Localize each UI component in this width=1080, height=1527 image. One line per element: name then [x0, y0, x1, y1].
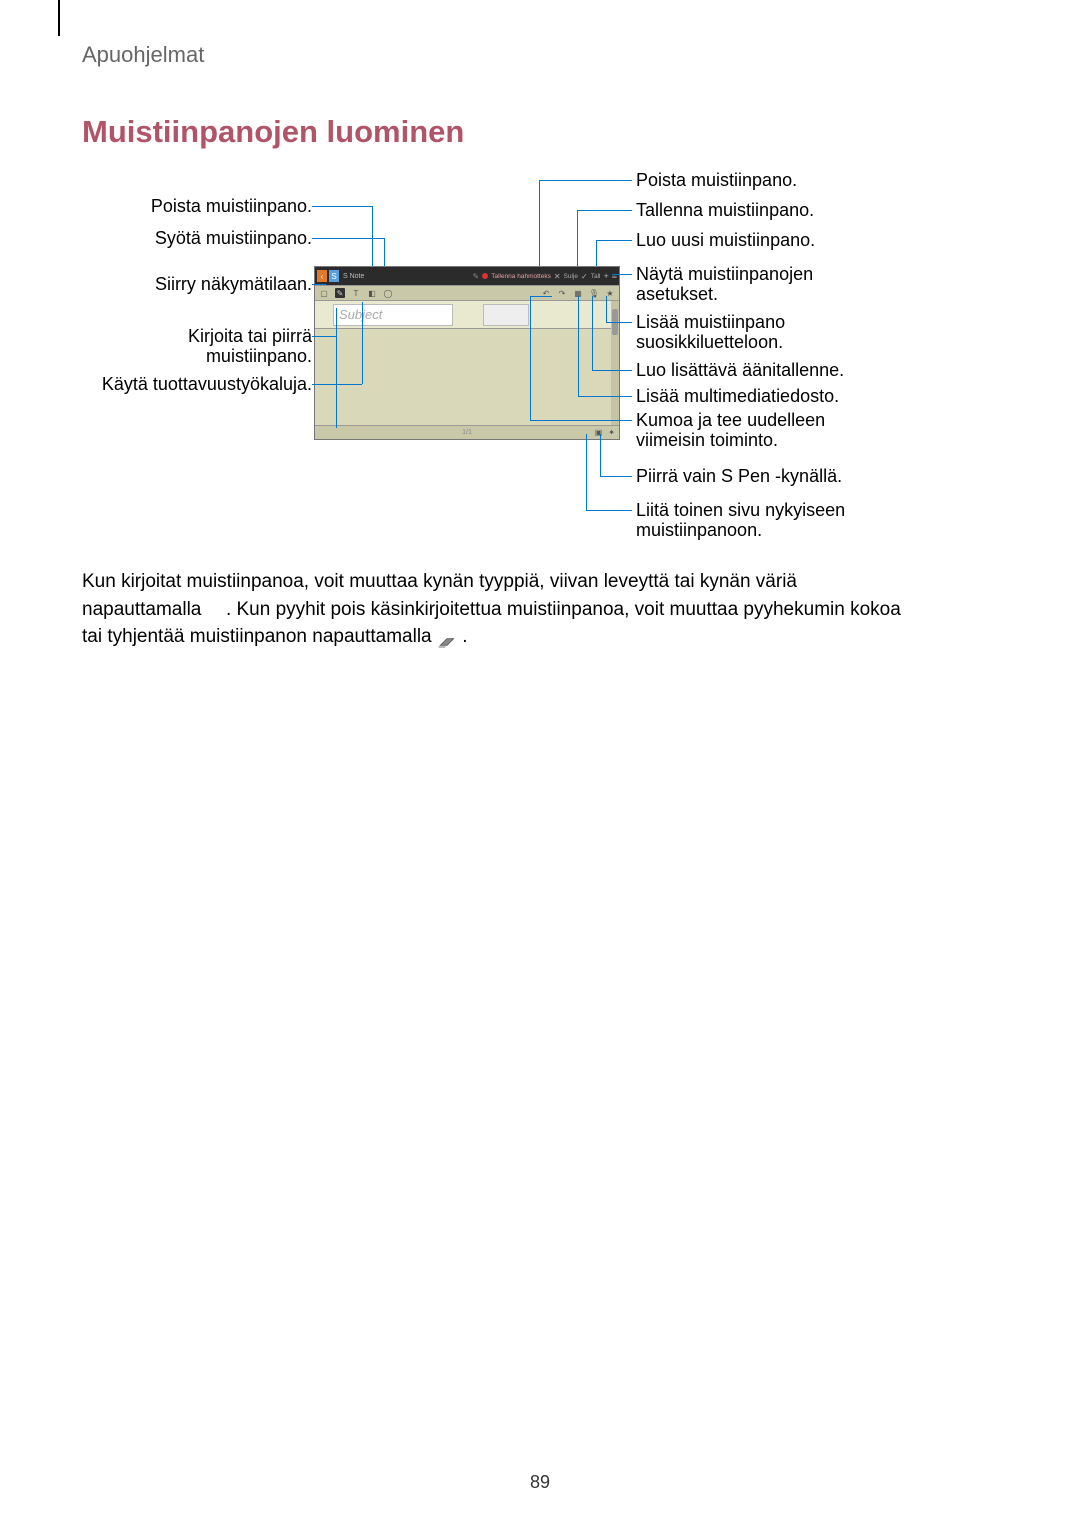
line — [578, 296, 579, 396]
callout-write-draw-a: Kirjoita tai piirrä — [188, 326, 312, 348]
page-number: 89 — [530, 1472, 550, 1493]
line — [577, 210, 578, 266]
callout-delete-note-right: Poista muistiinpano. — [636, 170, 797, 192]
screenshot-toolbar: ▢ ✎ T ◧ ◯ ↶ ↷ ▦ 🎙 ★ — [315, 285, 619, 301]
line — [530, 296, 531, 420]
line — [530, 296, 552, 297]
menu-icon: ≡ — [612, 271, 617, 281]
page-indicator: 1/1 — [462, 429, 472, 436]
callout-settings-a: Näytä muistiinpanojen — [636, 264, 813, 286]
callout-view-mode: Siirry näkymätilaan. — [155, 274, 312, 296]
screenshot-footer: 1/1 ▣ ✦ — [315, 425, 619, 439]
screenshot-titlebar: Subject — [315, 301, 619, 329]
line — [596, 240, 632, 241]
callout-favorite-b: suosikkiluetteloon. — [636, 332, 783, 354]
footer-icon-a: ▣ — [595, 428, 603, 437]
mic-icon: 🎙 — [589, 288, 599, 298]
draft-icon: ✎ — [473, 272, 480, 281]
line — [586, 434, 587, 510]
line — [577, 210, 632, 211]
view-icon: ▢ — [319, 288, 329, 298]
scrollbar — [611, 301, 619, 425]
line — [600, 434, 601, 476]
cancel-label: Sulje — [564, 273, 578, 280]
line — [384, 238, 385, 266]
footer-icon-b: ✦ — [608, 428, 615, 437]
section-label: Apuohjelmat — [82, 42, 204, 68]
line — [592, 370, 632, 371]
line — [596, 240, 597, 266]
page-heading: Muistiinpanojen luominen — [82, 114, 464, 150]
line — [312, 206, 372, 207]
done-label: Tall — [591, 273, 601, 280]
callout-attach-a: Liitä toinen sivu nykyiseen — [636, 500, 845, 522]
back-icon: ‹ — [317, 270, 327, 282]
callout-favorite-a: Lisää muistiinpano — [636, 312, 785, 334]
line — [372, 206, 373, 266]
callout-settings-b: asetukset. — [636, 284, 718, 306]
callout-delete-note-left: Poista muistiinpano. — [151, 196, 312, 218]
callout-write-draw-b: muistiinpano. — [206, 346, 312, 368]
callout-attach-b: muistiinpanoon. — [636, 520, 762, 542]
line — [530, 420, 632, 421]
callout-productivity: Käytä tuottavuustyökaluja. — [102, 374, 312, 396]
callout-spen: Piirrä vain S Pen -kynällä. — [636, 466, 842, 488]
body-text-3: . — [462, 626, 467, 647]
line — [336, 308, 337, 428]
line — [586, 510, 632, 511]
body-paragraph: Kun kirjoitat muistiinpanoa, voit muutta… — [82, 568, 912, 651]
line — [600, 476, 632, 477]
line — [578, 396, 632, 397]
subject-input: Subject — [333, 304, 453, 326]
callout-undo-b: viimeisin toiminto. — [636, 430, 778, 452]
callout-new-note: Luo uusi muistiinpano. — [636, 230, 815, 252]
close-icon: ✕ — [554, 272, 561, 281]
line — [606, 296, 607, 322]
eraser-icon — [437, 630, 457, 644]
callout-multimedia: Lisää multimediatiedosto. — [636, 386, 839, 408]
line — [612, 274, 632, 275]
record-dot-icon — [482, 273, 488, 279]
screenshot-topbar: ‹ S S Note ✎ Tallenna hahmotteks ✕ Sulje… — [315, 267, 619, 285]
callout-diagram: Poista muistiinpano. Syötä muistiinpano.… — [82, 168, 932, 548]
line — [312, 336, 336, 337]
line — [539, 180, 540, 266]
line — [592, 296, 593, 370]
eraser-tool-icon: ◧ — [367, 288, 377, 298]
snote-label: S Note — [343, 273, 364, 280]
snote-icon: S — [329, 270, 339, 282]
line — [539, 180, 632, 181]
redo-icon: ↷ — [557, 288, 567, 298]
callout-voice: Luo lisättävä äänitallenne. — [636, 360, 844, 382]
pen-icon: ✎ — [335, 288, 345, 298]
callout-save-note: Tallenna muistiinpano. — [636, 200, 814, 222]
line — [312, 384, 362, 385]
line — [312, 238, 384, 239]
check-icon: ✓ — [581, 272, 588, 281]
header-vertical-rule — [58, 0, 60, 36]
text-icon: T — [351, 288, 361, 298]
line — [362, 302, 363, 384]
shape-icon: ◯ — [383, 288, 393, 298]
plus-icon: + — [603, 271, 608, 281]
line — [606, 322, 632, 323]
callout-undo-a: Kumoa ja tee uudelleen — [636, 410, 825, 432]
app-screenshot: ‹ S S Note ✎ Tallenna hahmotteks ✕ Sulje… — [314, 266, 620, 440]
save-draft-label: Tallenna hahmotteks — [491, 273, 551, 280]
line — [312, 284, 326, 285]
thumbnail-box — [483, 304, 529, 326]
callout-enter-note: Syötä muistiinpano. — [155, 228, 312, 250]
